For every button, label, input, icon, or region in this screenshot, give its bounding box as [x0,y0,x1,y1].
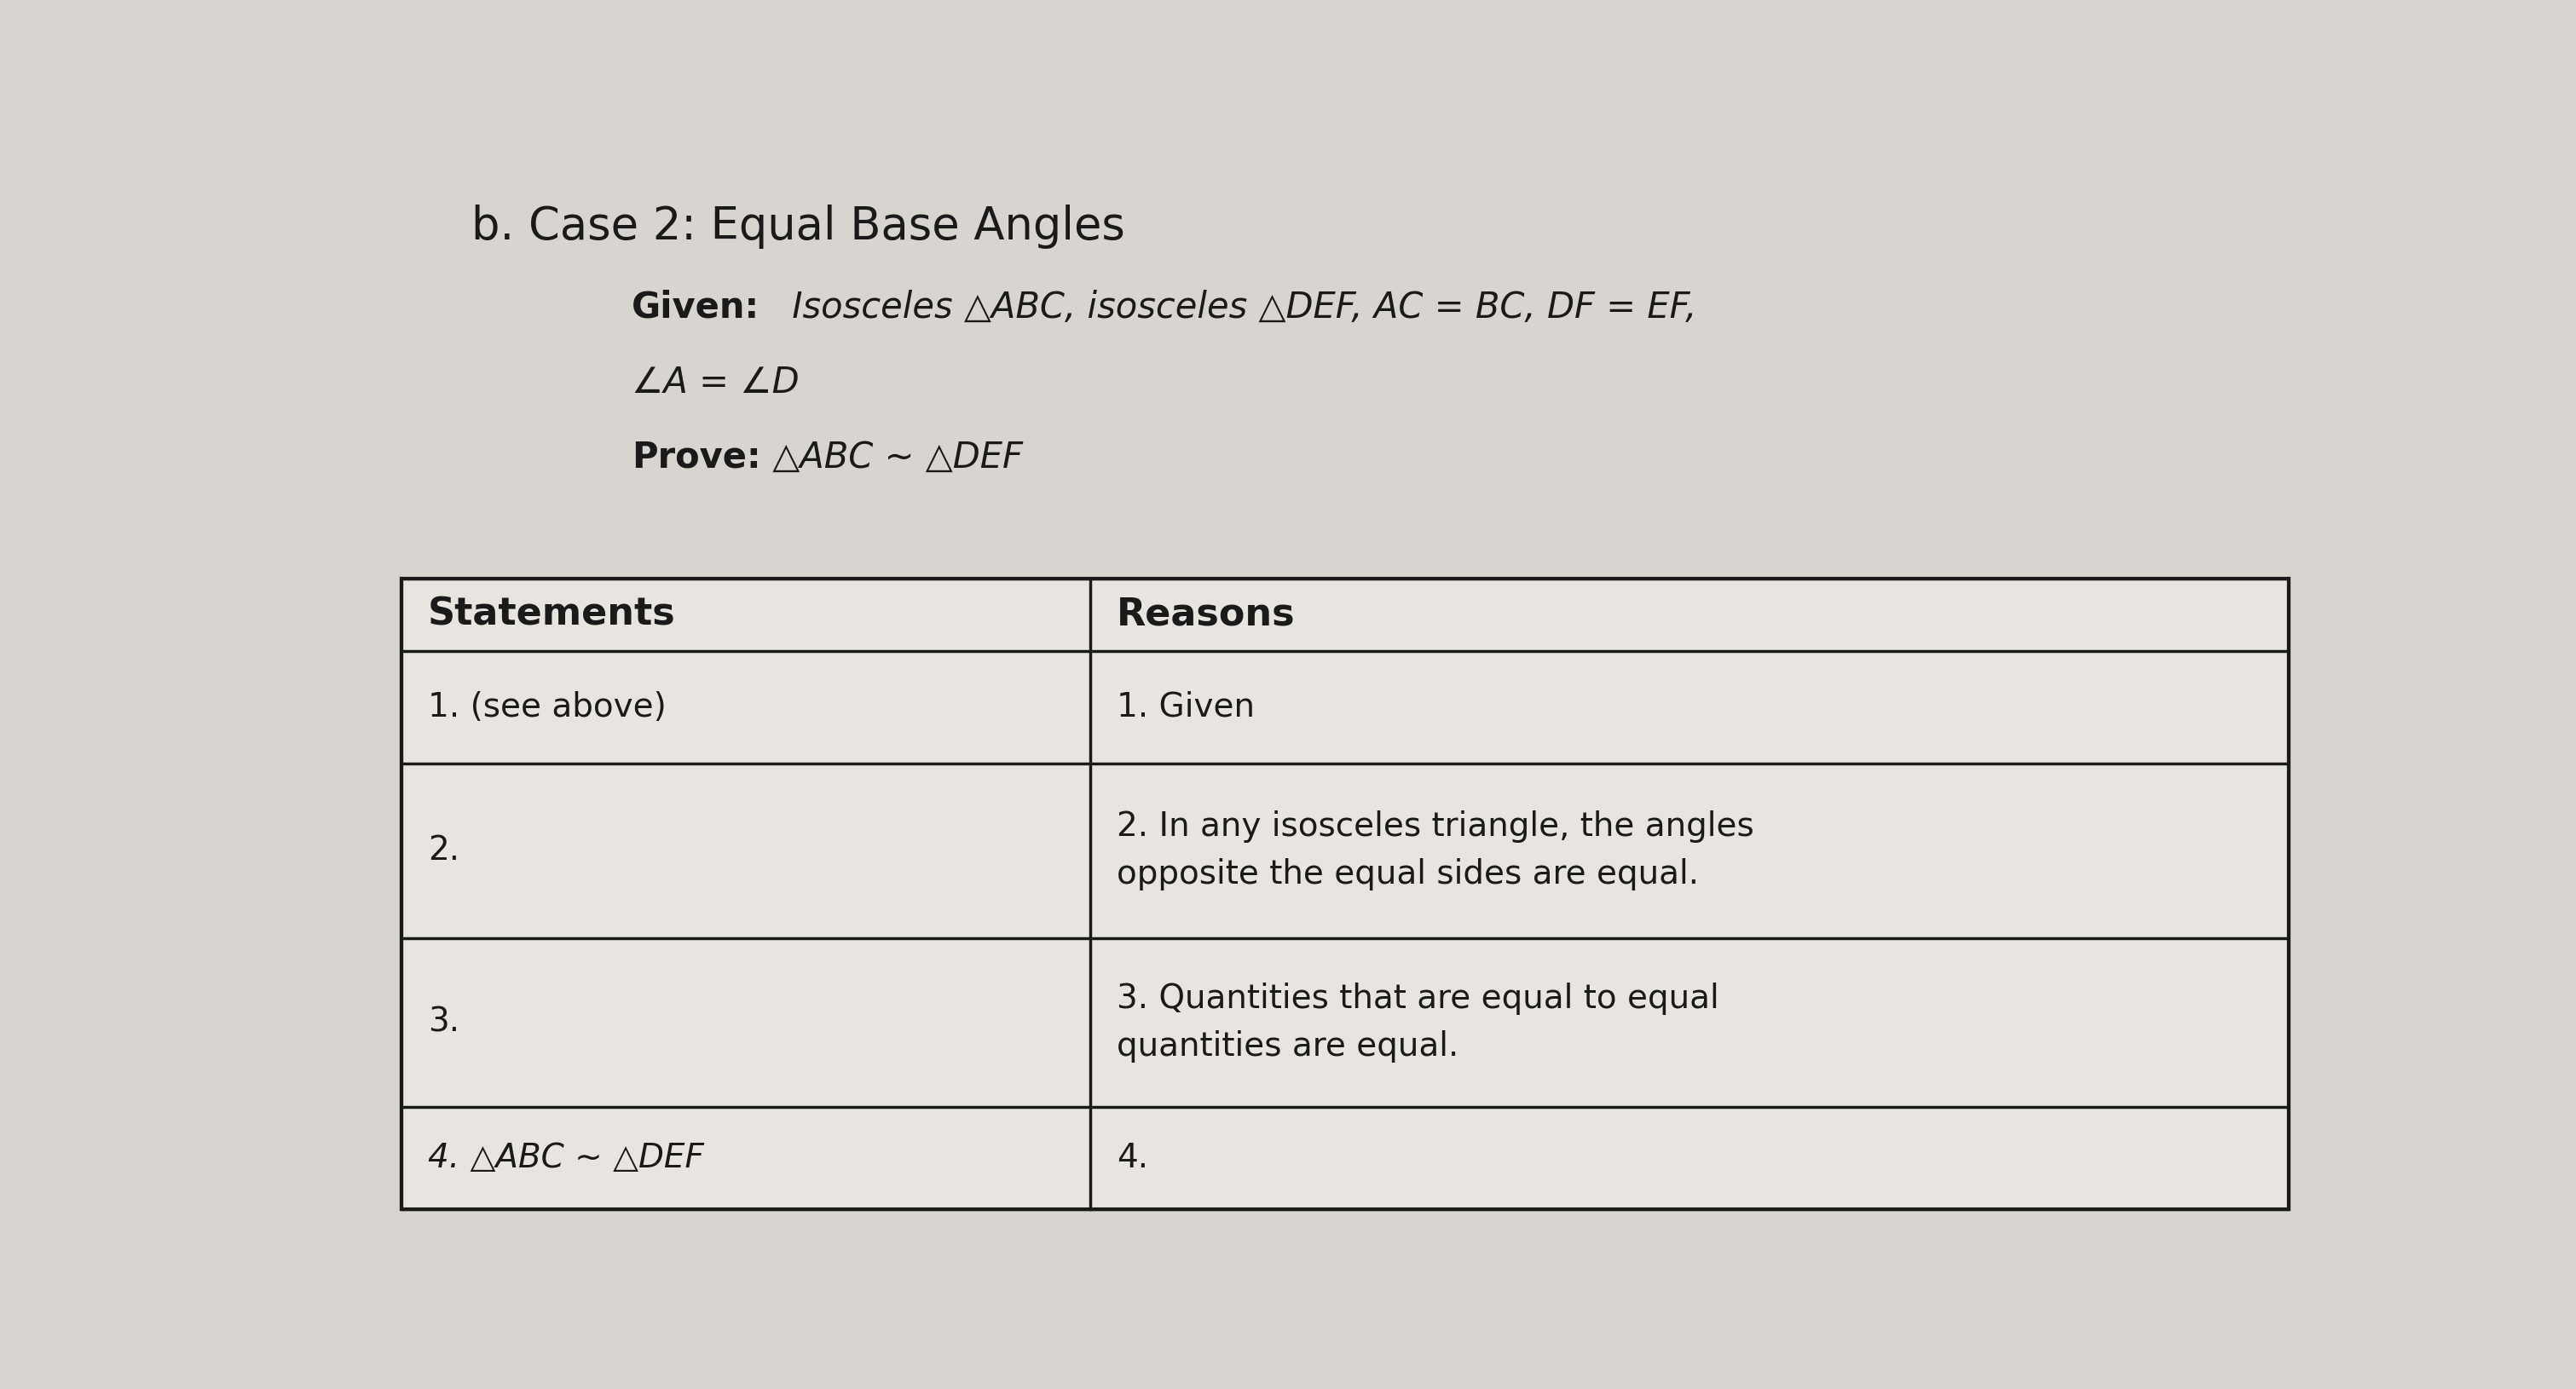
Text: △ABC ∼ △DEF: △ABC ∼ △DEF [762,439,1023,475]
Text: 2.: 2. [428,835,459,867]
Text: 2. In any isosceles triangle, the angles
opposite the equal sides are equal.: 2. In any isosceles triangle, the angles… [1115,811,1754,890]
Text: 4. △ABC ∼ △DEF: 4. △ABC ∼ △DEF [428,1142,703,1174]
Text: 4.: 4. [1115,1142,1149,1174]
Text: b. Case 2: Equal Base Angles: b. Case 2: Equal Base Angles [471,204,1126,249]
Text: 3. Quantities that are equal to equal
quantities are equal.: 3. Quantities that are equal to equal qu… [1115,982,1718,1063]
Text: 3.: 3. [428,1006,459,1039]
Text: 1. Given: 1. Given [1115,690,1255,724]
Text: Isosceles △ABC, isosceles △DEF, AC = BC, DF = EF,: Isosceles △ABC, isosceles △DEF, AC = BC,… [781,290,1698,325]
Text: Reasons: Reasons [1115,596,1296,633]
Text: ∠A = ∠D: ∠A = ∠D [631,364,799,400]
Text: Given:: Given: [631,290,760,325]
Text: Statements: Statements [428,596,675,633]
Text: Prove:: Prove: [631,439,760,475]
Text: 1. (see above): 1. (see above) [428,690,667,724]
FancyBboxPatch shape [402,578,2287,1210]
